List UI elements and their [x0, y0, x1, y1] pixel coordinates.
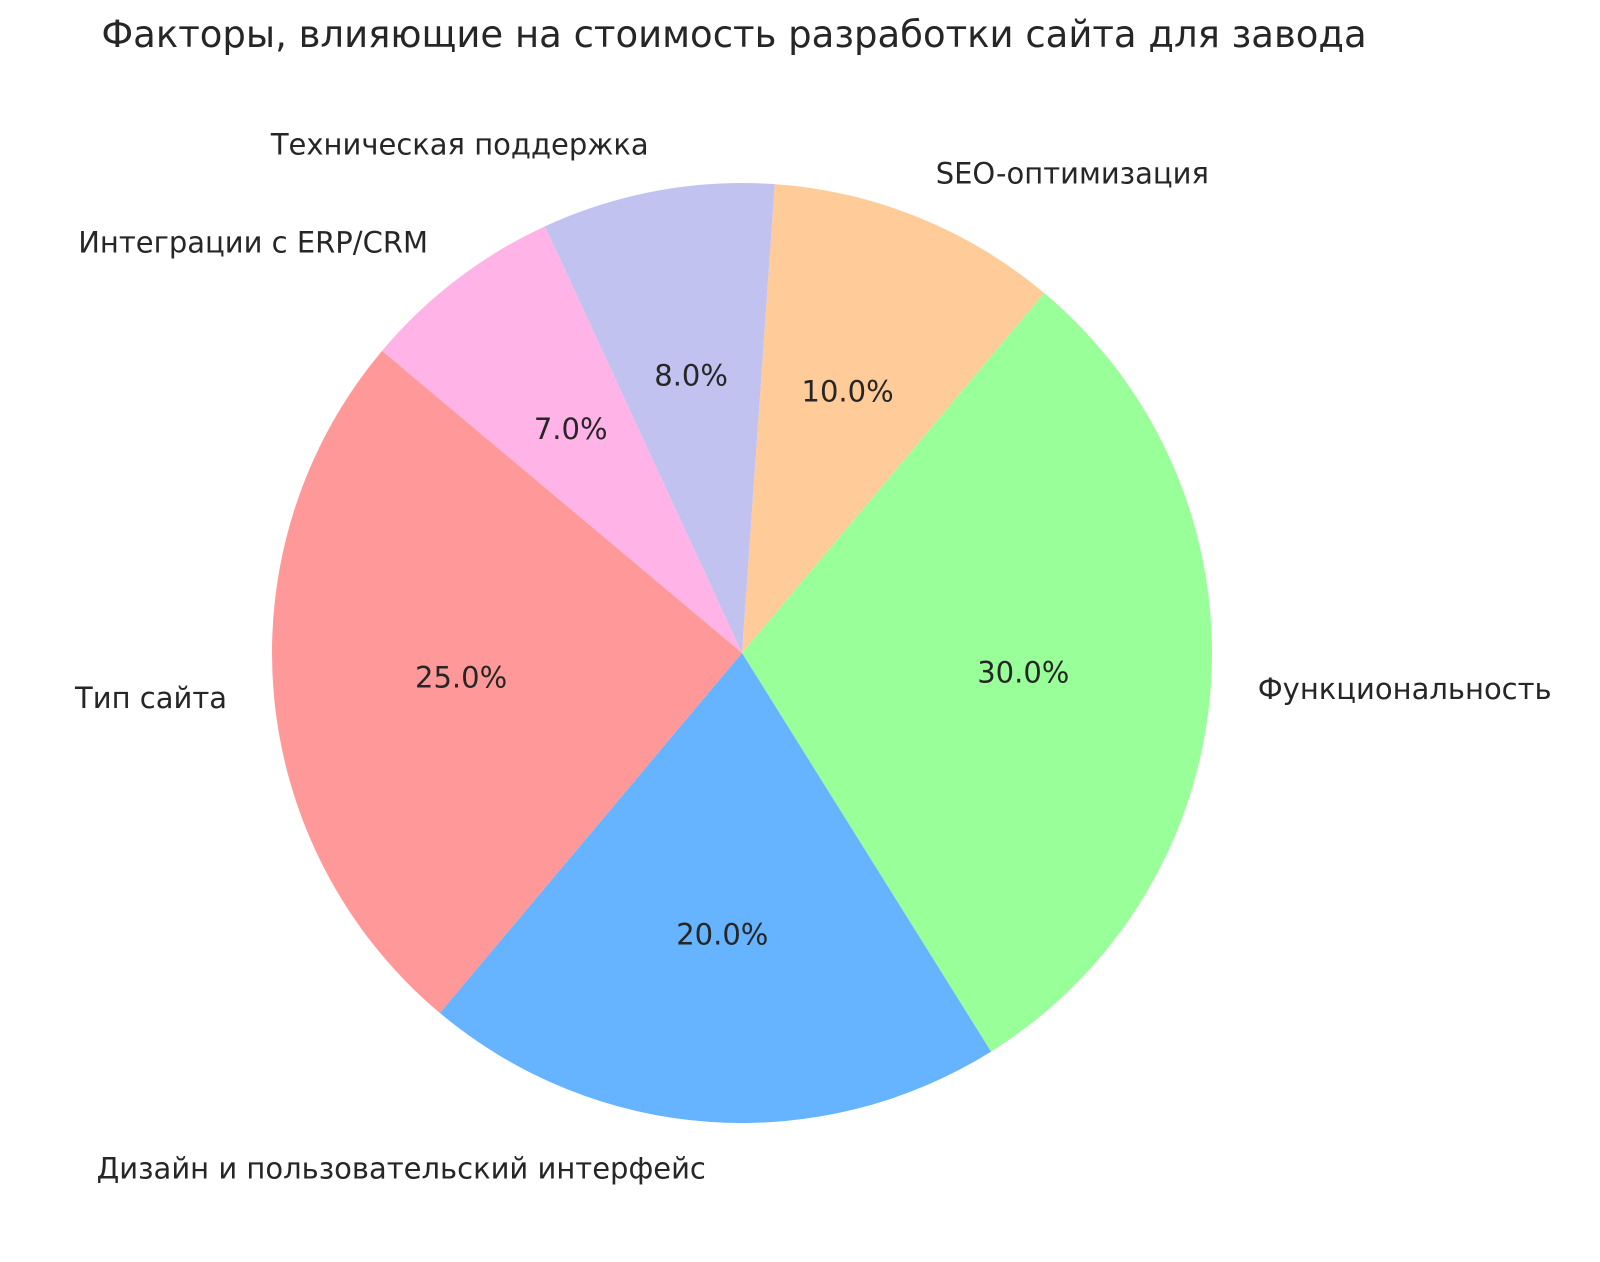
slice-label-0: Функциональность	[1258, 672, 1552, 706]
slice-percent-5: 20.0%	[676, 917, 768, 951]
slice-label-1: SEO-оптимизация	[936, 157, 1209, 191]
slice-percent-2: 8.0%	[654, 359, 728, 393]
slice-label-2: Техническая поддержка	[270, 128, 649, 162]
pie-slice-4	[272, 350, 742, 1014]
pie-slice-5	[439, 653, 992, 1123]
pie-slice-1	[742, 184, 1045, 653]
slice-percent-0: 30.0%	[977, 656, 1069, 690]
slice-label-4: Тип сайта	[74, 681, 227, 715]
slice-label-3: Интеграции с ERP/CRM	[78, 225, 428, 259]
slice-percent-4: 25.0%	[415, 661, 507, 695]
pie-slice-3	[381, 226, 742, 653]
chart-title: Факторы, влияющие на стоимость разработк…	[101, 13, 1366, 56]
pie-slice-0	[742, 292, 1212, 1052]
slice-percent-1: 10.0%	[802, 375, 894, 409]
slice-percent-3: 7.0%	[534, 412, 608, 446]
slice-label-5: Дизайн и пользовательский интерфейс	[97, 1152, 706, 1186]
pie-slice-2	[544, 182, 775, 654]
